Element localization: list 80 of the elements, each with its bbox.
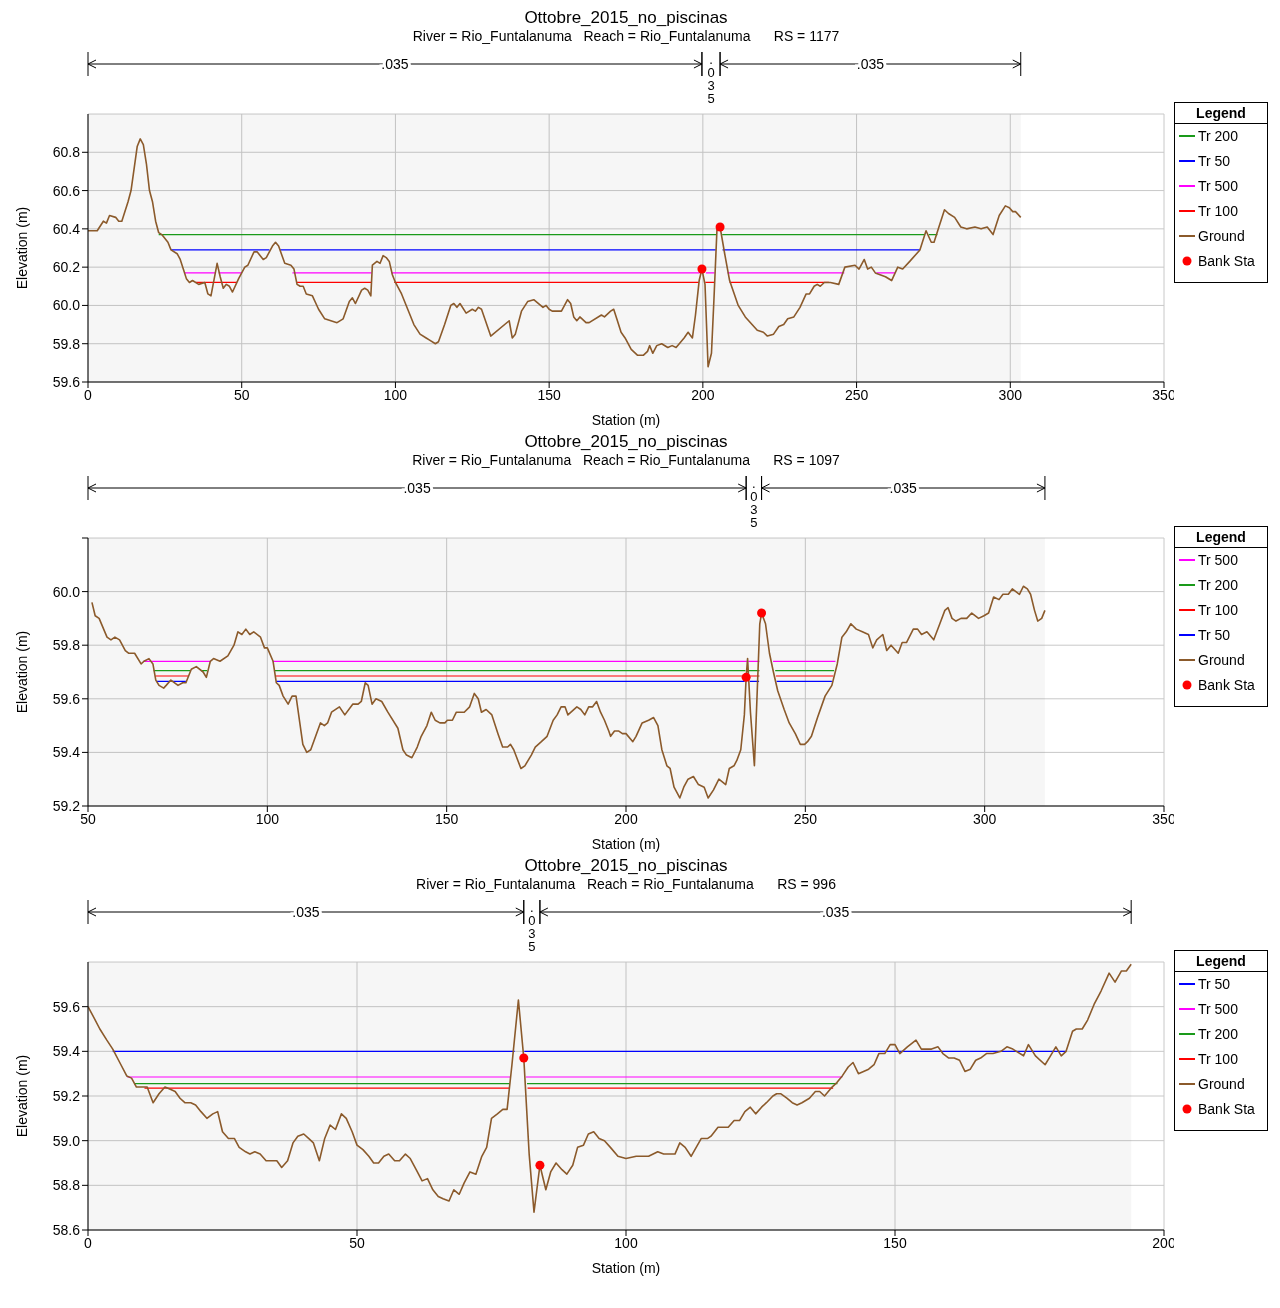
x-tick-label: 300 [972,810,997,827]
x-tick-label: 0 [84,386,93,403]
y-tick-label: 60.6 [52,182,81,199]
y-axis-title: Elevation (m) [13,1054,30,1138]
y-tick-label: 60.4 [52,220,81,237]
x-axis-title: Station (m) [590,1260,662,1276]
x-tick-label: 250 [844,386,869,403]
legend-label: Tr 100 [1198,602,1238,618]
legend-label: Ground [1198,228,1245,244]
y-tick-label: 59.6 [52,998,81,1015]
x-tick-label: 300 [998,386,1023,403]
y-axis-title: Elevation (m) [13,630,30,714]
x-tick-label: 50 [80,810,96,827]
x-tick-label: 50 [349,1234,365,1251]
line-series [88,963,1132,1213]
x-tick-label: 50 [233,386,250,403]
y-tick-label: 60.2 [52,259,81,276]
x-tick-label: 150 [434,810,459,827]
legend-label: Tr 100 [1198,1051,1238,1067]
band-label: .035 [528,900,536,954]
legend-label: Tr 500 [1198,1001,1238,1017]
band-label: .035 [292,904,320,920]
chart-subtitle: River = Rio_Funtalanuma Reach = Rio_Funtalanuma RS = 996 [415,876,837,892]
legend-label: Ground [1198,1076,1245,1092]
legend-title: Legend [1175,103,1267,124]
y-tick-label: 58.6 [52,1221,81,1238]
legend-label: Tr 100 [1198,203,1238,219]
band-label: .035 [889,480,918,496]
legend-label: Tr 500 [1198,178,1238,194]
band-label: .035 [821,904,850,920]
band-label: .035 [381,56,409,72]
y-tick-label: 59.6 [52,373,81,390]
x-tick-label: 150 [537,386,562,403]
x-tick-label: 100 [383,386,408,403]
y-tick-label: 59.8 [52,637,81,654]
legend-label: Tr 200 [1198,1026,1238,1042]
band-label: .035 [403,480,431,496]
y-tick-label: 58.8 [52,1177,81,1194]
x-tick-label: 0 [84,1234,93,1251]
y-tick-label: 60.0 [52,297,81,314]
y-tick-label: 59.6 [52,690,81,707]
chart-subtitle: River = Rio_Funtalanuma Reach = Rio_Funtalanuma RS = 1097 [411,452,841,468]
chart-title: Ottobre_2015_no_piscinas [523,8,729,28]
chart-title: Ottobre_2015_no_piscinas [523,432,729,452]
y-tick-label: 59.4 [52,1043,81,1060]
legend-label: Bank Sta [1198,677,1255,693]
legend-label: Ground [1198,652,1245,668]
x-tick-label: 100 [614,1234,638,1251]
line-series [91,585,1046,799]
x-tick-label: 100 [255,810,280,827]
legend-label: Tr 500 [1198,552,1238,568]
y-tick-label: 59.0 [52,1132,81,1149]
legend-label: Tr 50 [1198,153,1231,169]
y-tick-label: 60.8 [52,144,81,161]
y-tick-label: 60.0 [52,583,81,600]
line-series [88,138,1022,368]
legend-label: Bank Sta [1198,1101,1255,1117]
legend-title: Legend [1175,951,1267,972]
band-label: .035 [750,476,758,530]
y-tick-label: 59.4 [52,744,81,761]
x-tick-label: 250 [793,810,818,827]
legend-label: Tr 200 [1198,128,1238,144]
x-tick-label: 200 [614,810,638,827]
chart-subtitle: River = Rio_Funtalanuma Reach = Rio_Funtalanuma RS = 1177 [411,28,841,44]
legend-label: Tr 200 [1198,577,1238,593]
band-label: .035 [856,56,885,72]
x-axis-title: Station (m) [590,836,662,852]
x-tick-label: 200 [691,386,715,403]
y-axis-title: Elevation (m) [13,206,30,290]
legend-label: Bank Sta [1198,253,1255,269]
y-tick-label: 59.2 [52,797,81,814]
legend-label: Tr 50 [1198,627,1231,643]
legend-label: Tr 50 [1198,976,1231,992]
x-axis-title: Station (m) [590,412,662,428]
y-tick-label: 59.2 [52,1087,81,1104]
x-tick-label: 150 [883,1234,907,1251]
band-label: .035 [707,52,715,106]
chart-title: Ottobre_2015_no_piscinas [523,856,729,876]
y-tick-label: 59.8 [52,335,81,352]
legend-title: Legend [1175,527,1267,548]
